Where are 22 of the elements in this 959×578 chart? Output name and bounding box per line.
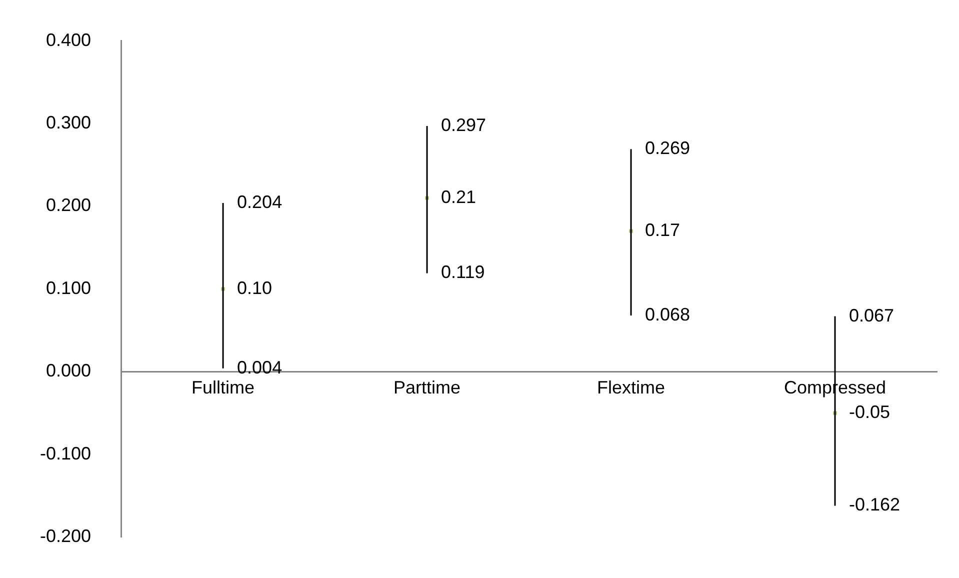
- annotation: 0.067: [849, 305, 894, 326]
- annotation: 0.269: [645, 138, 690, 158]
- annotation: -0.162: [849, 494, 900, 515]
- x-tick-label: Fulltime: [192, 378, 255, 398]
- annotation: 0.119: [441, 262, 485, 282]
- data-label: 0.10: [237, 278, 272, 298]
- data-label: 0.21: [441, 186, 476, 207]
- annotation: 0.004: [237, 357, 282, 378]
- data-label: -0.05: [849, 402, 890, 422]
- y-tick-label: 0.300: [46, 112, 92, 132]
- annotation: 0.068: [645, 304, 690, 324]
- x-tick-label: Flextime: [597, 378, 666, 398]
- y-tick-label: 0.200: [46, 195, 92, 216]
- y-tick-label: -0.200: [40, 526, 92, 546]
- annotation: 0.297: [441, 114, 486, 135]
- y-tick-label: 0.000: [46, 360, 92, 381]
- y-tick-label: 0.100: [46, 278, 92, 298]
- data-label: 0.17: [645, 220, 680, 240]
- x-tick-label: Parttime: [394, 378, 461, 398]
- y-tick-label: -0.100: [40, 443, 92, 464]
- y-tick-label: 0.400: [46, 30, 92, 50]
- annotation: 0.204: [237, 192, 282, 212]
